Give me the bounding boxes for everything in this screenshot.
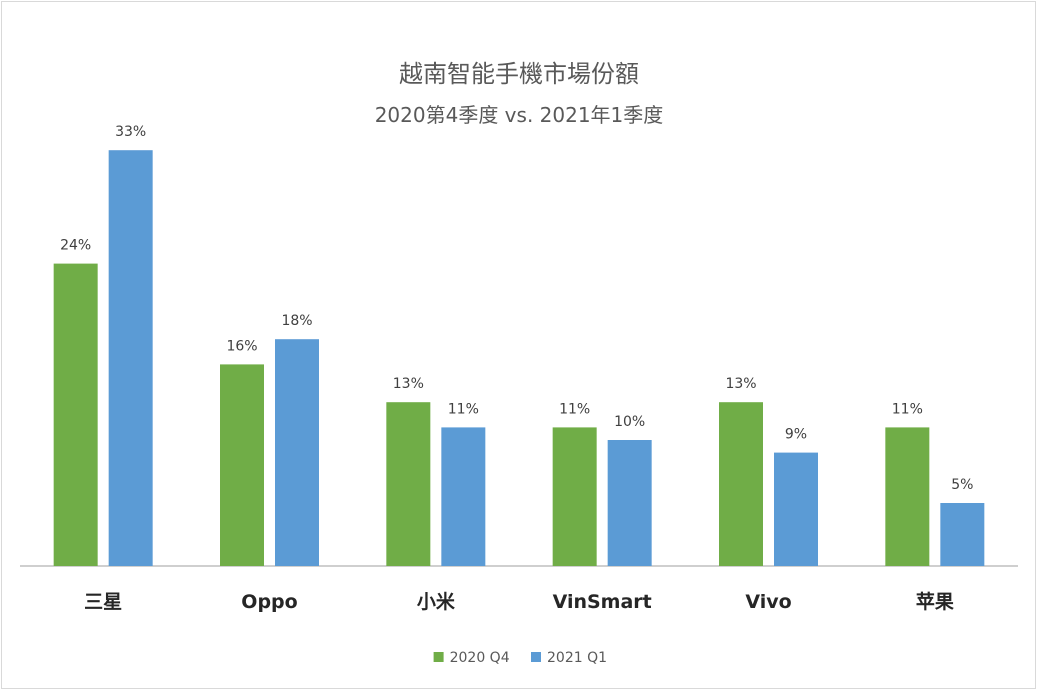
bar-q4-5 [885, 427, 930, 566]
bar-q1-5 [940, 503, 985, 566]
category-label: 小米 [417, 590, 456, 613]
bar-q4-0 [53, 263, 98, 566]
data-label: 18% [281, 313, 312, 329]
legend-swatch [531, 652, 541, 662]
category-label: VinSmart [553, 591, 652, 613]
data-label: 5% [951, 477, 973, 493]
bar-q4-2 [386, 402, 431, 566]
data-label: 11% [892, 401, 923, 417]
bar-q4-4 [719, 402, 763, 566]
bar-q1-4 [774, 452, 818, 566]
legend-label: 2021 Q1 [547, 650, 607, 666]
bar-q1-1 [275, 339, 319, 566]
data-label: 13% [393, 376, 424, 392]
data-label: 11% [559, 401, 590, 417]
bar-q4-1 [220, 364, 264, 566]
bars-group: 24% 33% 三星 16% 18% Oppo 13% 11% 小米 11% 10% VinSmart… [53, 124, 985, 613]
data-label: 9% [785, 427, 807, 443]
legend: 2020 Q4 2021 Q1 [433, 650, 607, 666]
data-label: 24% [60, 238, 91, 254]
chart-subtitle: 2020第4季度 vs. 2021年1季度 [375, 103, 664, 127]
data-label: 13% [725, 376, 756, 392]
legend-label: 2020 Q4 [450, 650, 510, 666]
bar-q1-3 [607, 440, 652, 566]
legend-swatch [433, 652, 444, 662]
bar-q1-2 [441, 427, 486, 566]
data-label: 11% [448, 401, 479, 417]
bar-q1-0 [108, 150, 153, 566]
data-label: 10% [614, 414, 645, 430]
category-label: 苹果 [916, 590, 954, 613]
data-label: 33% [115, 124, 146, 140]
chart-title: 越南智能手機市場份額 [399, 60, 639, 88]
category-label: Oppo [241, 591, 297, 613]
data-label: 16% [226, 338, 257, 354]
category-label: Vivo [745, 591, 791, 613]
category-label: 三星 [84, 591, 122, 613]
bar-q4-3 [552, 427, 597, 566]
